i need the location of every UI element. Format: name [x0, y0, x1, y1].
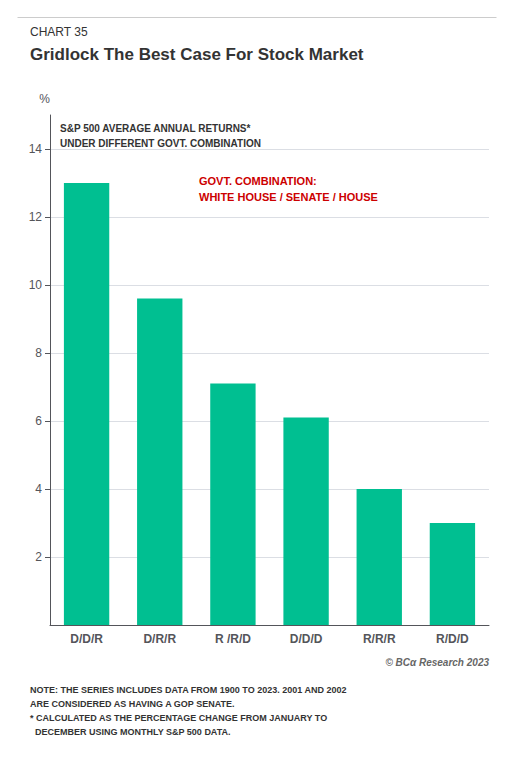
svg-text:CHART 35: CHART 35: [30, 25, 88, 39]
svg-text:WHITE HOUSE / SENATE / HOUSE: WHITE HOUSE / SENATE / HOUSE: [199, 191, 378, 203]
svg-text:4: 4: [35, 482, 42, 496]
svg-text:© BCα Research 2023: © BCα Research 2023: [385, 657, 489, 668]
svg-text:ARE CONSIDERED AS HAVING A GOP: ARE CONSIDERED AS HAVING A GOP SENATE.: [30, 699, 235, 709]
svg-text:8: 8: [35, 346, 42, 360]
svg-text:10: 10: [29, 278, 43, 292]
svg-text:%: %: [39, 92, 50, 106]
svg-text:D/R/R: D/R/R: [143, 632, 176, 646]
svg-text:D/D/D: D/D/D: [290, 632, 323, 646]
svg-text:DECEMBER USING MONTHLY S&P 500: DECEMBER USING MONTHLY S&P 500 DATA.: [30, 727, 231, 737]
svg-text:* CALCULATED AS THE PERCENTAGE: * CALCULATED AS THE PERCENTAGE CHANGE FR…: [30, 713, 327, 723]
svg-text:Gridlock The Best Case For Sto: Gridlock The Best Case For Stock Market: [30, 45, 364, 64]
svg-text:UNDER DIFFERENT GOVT. COMBINAT: UNDER DIFFERENT GOVT. COMBINATION: [60, 138, 261, 149]
svg-text:R/R/R: R/R/R: [363, 632, 396, 646]
svg-text:R /R/D: R /R/D: [215, 632, 251, 646]
svg-text:2: 2: [35, 550, 42, 564]
svg-text:S&P 500 AVERAGE ANNUAL RETURNS: S&P 500 AVERAGE ANNUAL RETURNS*: [60, 123, 251, 134]
svg-text:NOTE: THE SERIES INCLUDES DATA: NOTE: THE SERIES INCLUDES DATA FROM 1900…: [30, 685, 346, 695]
svg-text:R/D/D: R/D/D: [436, 632, 469, 646]
svg-text:GOVT. COMBINATION:: GOVT. COMBINATION:: [199, 175, 317, 187]
svg-text:D/D/R: D/D/R: [70, 632, 103, 646]
svg-text:12: 12: [29, 210, 43, 224]
svg-text:6: 6: [35, 414, 42, 428]
svg-text:14: 14: [29, 142, 43, 156]
